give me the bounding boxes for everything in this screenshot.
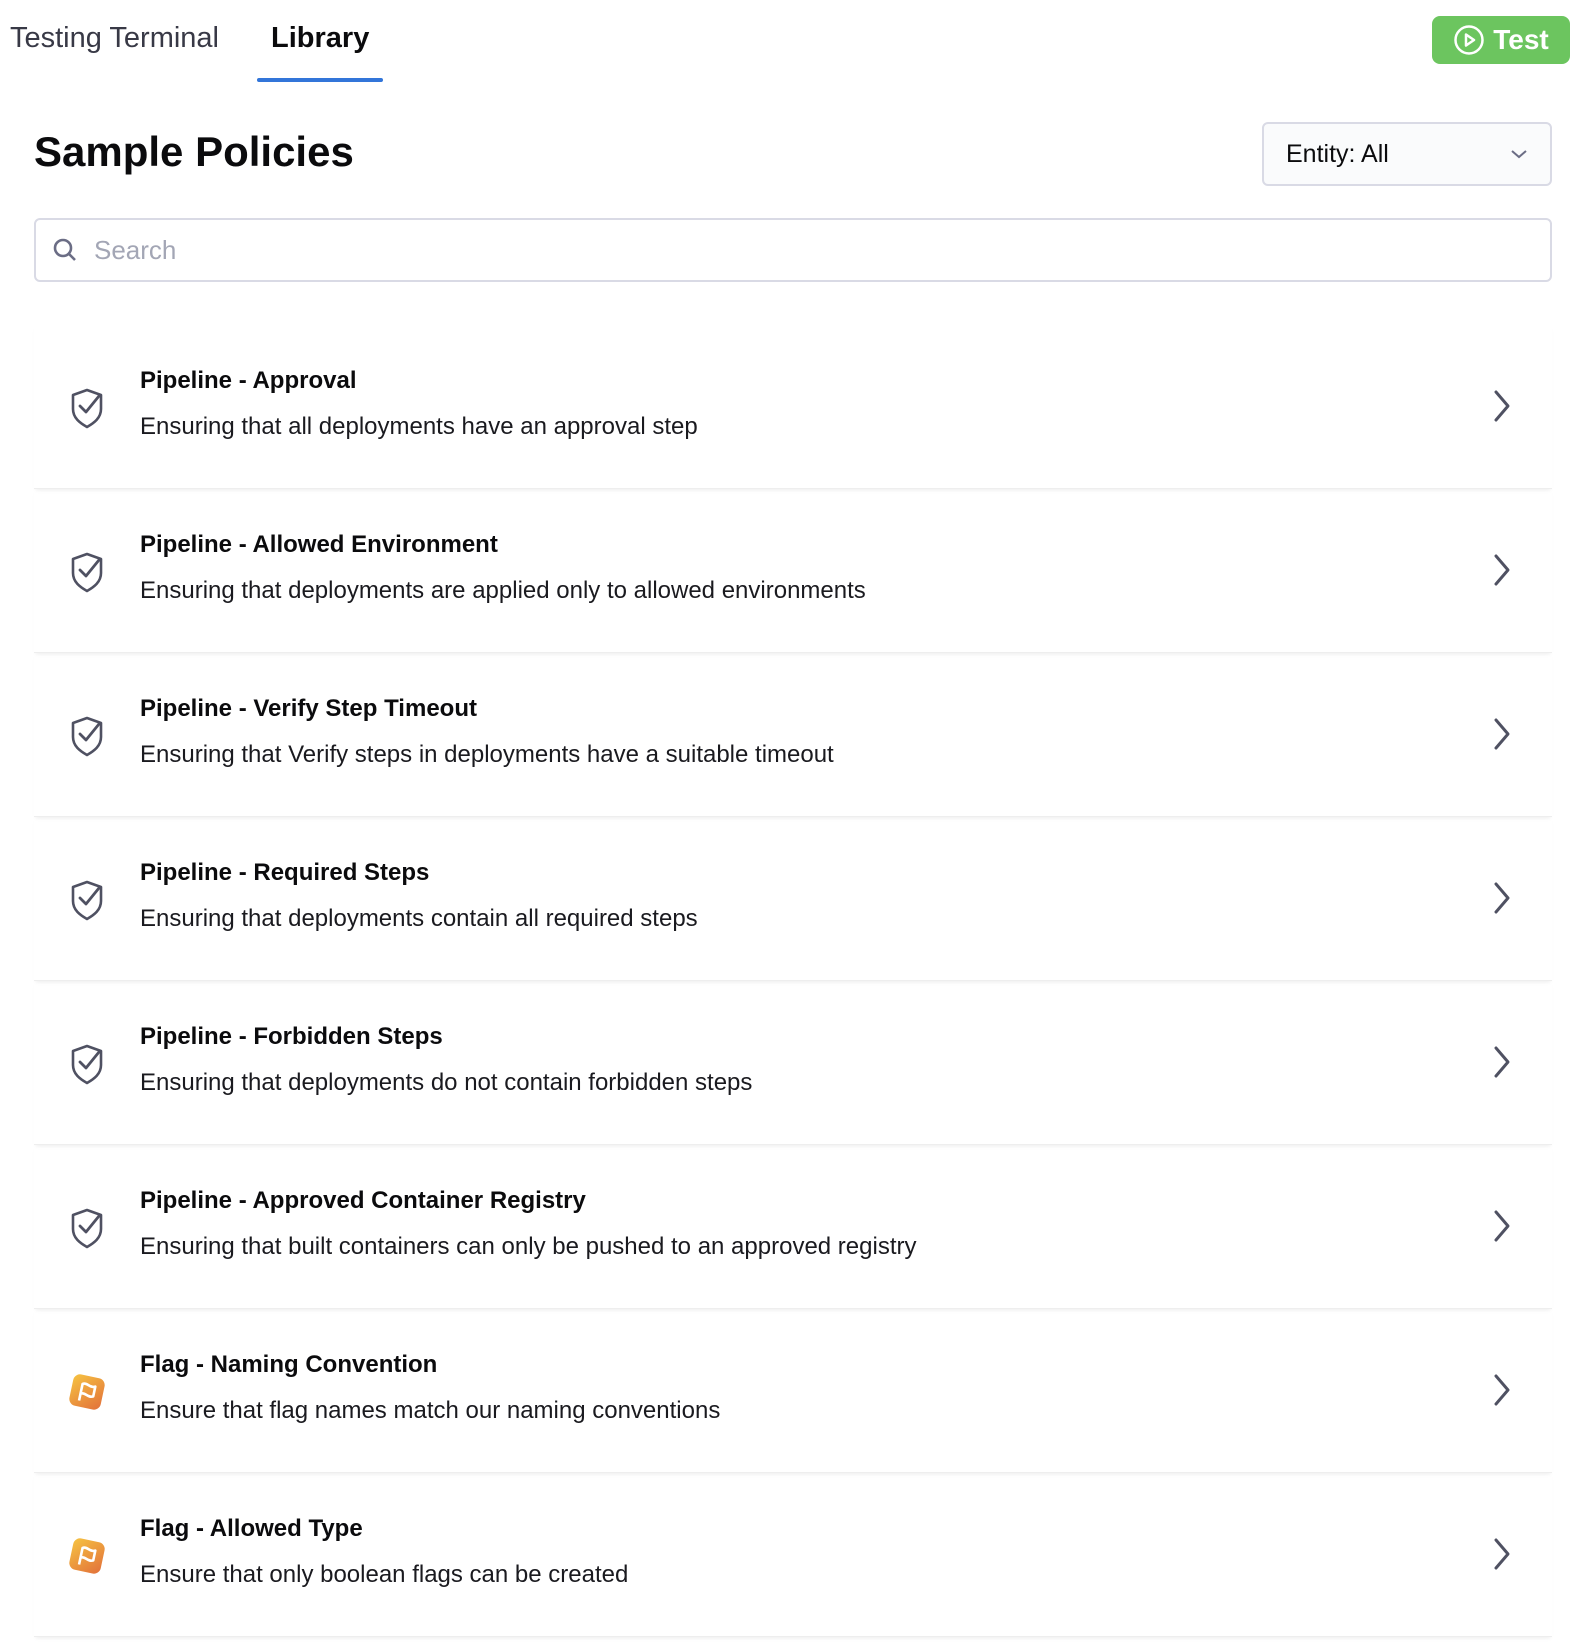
chevron-right-icon[interactable] — [1492, 553, 1512, 587]
shield-check-icon — [68, 1043, 106, 1085]
entity-filter-dropdown[interactable]: Entity: All — [1262, 122, 1552, 186]
policy-name: Flag - Allowed Type — [140, 1515, 363, 1542]
shield-check-icon — [68, 715, 106, 757]
policy-row[interactable]: Pipeline - Verify Step Timeout Ensuring … — [34, 653, 1552, 817]
policy-name: Pipeline - Required Steps — [140, 859, 430, 886]
shield-check-icon — [68, 387, 106, 429]
feature-flag-icon — [68, 1371, 106, 1413]
entity-filter-label: Entity: All — [1286, 139, 1389, 168]
shield-check-icon — [68, 879, 106, 921]
chevron-right-icon[interactable] — [1492, 717, 1512, 751]
policy-description: Ensuring that deployments contain all re… — [140, 905, 698, 932]
policy-description: Ensuring that all deployments have an ap… — [140, 413, 698, 440]
policy-row[interactable]: Pipeline - Forbidden Steps Ensuring that… — [34, 981, 1552, 1145]
chevron-right-icon[interactable] — [1492, 881, 1512, 915]
search-icon — [53, 238, 76, 261]
search-input[interactable] — [94, 234, 1550, 266]
policy-row[interactable]: Pipeline - Required Steps Ensuring that … — [34, 817, 1552, 981]
policy-row[interactable]: Pipeline - Approval Ensuring that all de… — [34, 325, 1552, 489]
policy-row[interactable]: Pipeline - Approved Container Registry E… — [34, 1145, 1552, 1309]
policy-name: Pipeline - Approved Container Registry — [140, 1187, 586, 1214]
policy-row[interactable]: Flag - Naming Convention Ensure that fla… — [34, 1309, 1552, 1473]
shield-check-icon — [68, 1207, 106, 1249]
chevron-right-icon[interactable] — [1492, 389, 1512, 423]
policy-description: Ensuring that Verify steps in deployment… — [140, 741, 834, 768]
policy-row[interactable]: Flag - Allowed Type Ensure that only boo… — [34, 1473, 1552, 1637]
tab-testing-terminal[interactable]: Testing Terminal — [10, 22, 220, 54]
policy-row[interactable]: Pipeline - Allowed Environment Ensuring … — [34, 489, 1552, 653]
test-button[interactable]: Test — [1432, 16, 1570, 64]
chevron-down-icon — [1511, 150, 1527, 159]
policy-name: Pipeline - Approval — [140, 367, 357, 394]
policy-description: Ensuring that deployments are applied on… — [140, 577, 866, 604]
test-button-label: Test — [1493, 24, 1549, 55]
policy-description: Ensuring that deployments do not contain… — [140, 1069, 753, 1096]
tab-bar: Testing Terminal Library — [0, 0, 411, 82]
policy-name: Pipeline - Allowed Environment — [140, 531, 498, 558]
policy-description: Ensuring that built containers can only … — [140, 1233, 917, 1260]
play-circle-icon — [1454, 25, 1484, 55]
tab-library[interactable]: Library — [257, 0, 384, 82]
search-field[interactable] — [34, 218, 1552, 282]
chevron-right-icon[interactable] — [1492, 1045, 1512, 1079]
policy-name: Pipeline - Forbidden Steps — [140, 1023, 443, 1050]
policy-name: Flag - Naming Convention — [140, 1351, 438, 1378]
policy-description: Ensure that flag names match our naming … — [140, 1397, 721, 1424]
chevron-right-icon[interactable] — [1492, 1537, 1512, 1571]
shield-check-icon — [68, 551, 106, 593]
chevron-right-icon[interactable] — [1492, 1209, 1512, 1243]
policy-description: Ensure that only boolean flags can be cr… — [140, 1561, 629, 1588]
policy-list: Pipeline - Approval Ensuring that all de… — [34, 325, 1552, 1637]
chevron-right-icon[interactable] — [1492, 1373, 1512, 1407]
policy-name: Pipeline - Verify Step Timeout — [140, 695, 477, 722]
page-title: Sample Policies — [34, 128, 354, 175]
feature-flag-icon — [68, 1535, 106, 1577]
